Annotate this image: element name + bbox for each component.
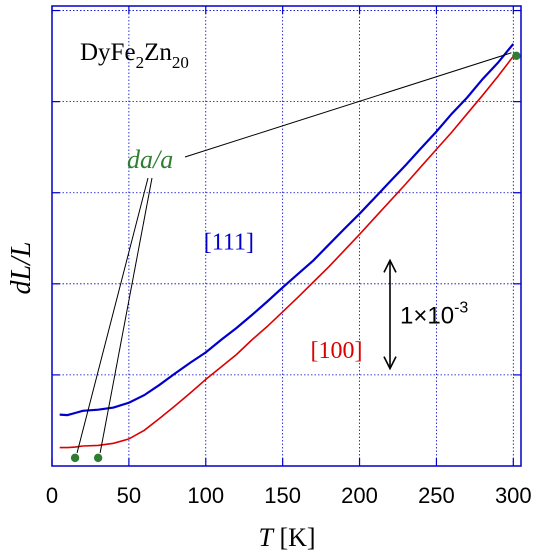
x-tick-label: 50 [117, 483, 141, 508]
leader-line [76, 177, 149, 454]
axis-ticks [51, 6, 521, 466]
y-axis-label: dL/L [6, 242, 37, 295]
plot-frame [51, 5, 522, 467]
scale-bar-label: 1×10-3 [400, 299, 468, 329]
x-tick-label: 200 [341, 483, 378, 508]
marker-point [70, 453, 80, 463]
series-line-100 [59, 55, 514, 449]
x-tick-label: 250 [418, 483, 455, 508]
scale-bar-arrow-up [383, 258, 397, 273]
leader-line [99, 177, 153, 453]
marker-point [93, 453, 103, 463]
marker-point [512, 51, 521, 60]
series-line-111 [59, 43, 515, 417]
text-labels: 0 50 100 150 200 250 300 [111] [100] DyFe2Zn20 da/… [6, 39, 532, 552]
grid-lines [52, 6, 521, 466]
scale-bar-arrow-down [383, 356, 397, 371]
series-label: [111] [204, 230, 254, 256]
x-tick-label: 300 [495, 483, 532, 508]
series-label: [100] [310, 338, 362, 364]
compound-label: DyFe2Zn20 [80, 39, 189, 72]
annotation-label: da/a [127, 145, 173, 174]
x-tick-label: 100 [187, 483, 224, 508]
annotation-group [70, 51, 521, 463]
leader-line [184, 52, 512, 158]
series-lines [59, 43, 515, 449]
x-tick-label: 0 [46, 483, 58, 508]
x-axis-label: T [K] [258, 523, 315, 552]
x-tick-label: 150 [264, 483, 301, 508]
